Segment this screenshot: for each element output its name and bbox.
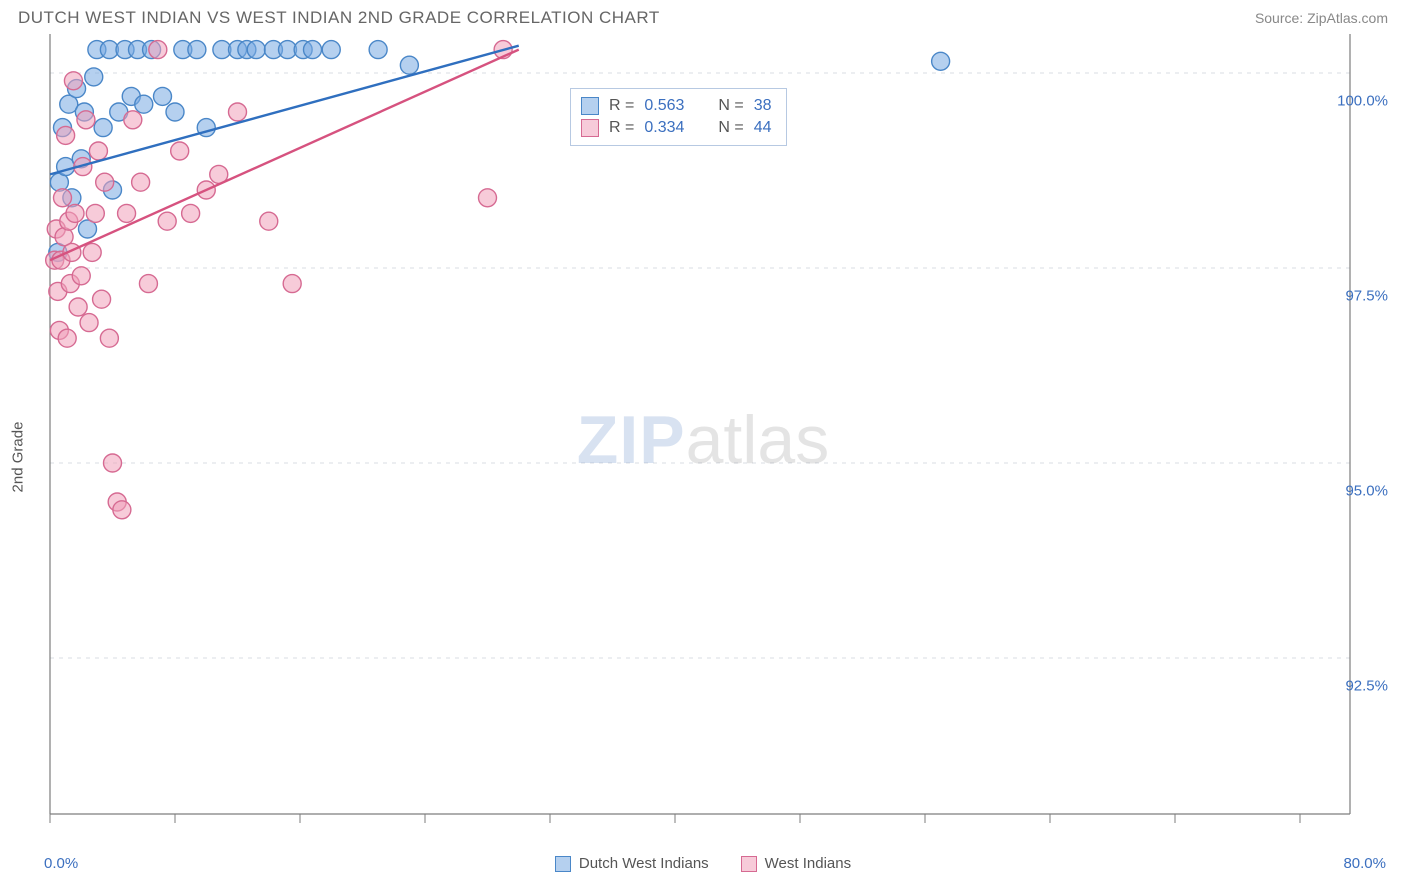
legend-item-west: West Indians <box>741 855 851 872</box>
dutch-point <box>94 119 112 137</box>
y-axis-label: 2nd Grade <box>10 422 27 493</box>
west-point <box>93 290 111 308</box>
dutch-point <box>85 68 103 86</box>
west-point <box>149 41 167 59</box>
legend-item-dutch: Dutch West Indians <box>555 855 709 872</box>
west-point <box>57 126 75 144</box>
west-point <box>104 454 122 472</box>
dutch-point <box>154 87 172 105</box>
correlation-box: R = 0.563N = 38R = 0.334N = 44 <box>570 88 787 146</box>
y-tick-label: 100.0% <box>1337 93 1388 110</box>
west-point <box>118 204 136 222</box>
west-point <box>158 212 176 230</box>
chart-area: 2nd Grade 100.0%97.5%95.0%92.5% ZIPatlas… <box>0 34 1406 880</box>
west-point <box>66 204 84 222</box>
west-point <box>283 275 301 293</box>
west-point <box>229 103 247 121</box>
scatter-chart-svg <box>0 34 1406 844</box>
west-point <box>139 275 157 293</box>
x-axis-max-label: 80.0% <box>1343 855 1386 872</box>
dutch-legend-label: Dutch West Indians <box>579 855 709 872</box>
dutch-swatch <box>581 97 599 115</box>
west-point <box>89 142 107 160</box>
west-point <box>80 314 98 332</box>
legend-bottom: 0.0% Dutch West Indians West Indians 80.0… <box>0 855 1406 872</box>
west-point <box>113 501 131 519</box>
west-point <box>69 298 87 316</box>
west-point <box>64 72 82 90</box>
chart-header: DUTCH WEST INDIAN VS WEST INDIAN 2ND GRA… <box>0 0 1406 34</box>
west-legend-label: West Indians <box>765 855 851 872</box>
dutch-point <box>166 103 184 121</box>
west-point <box>260 212 278 230</box>
west-point <box>54 189 72 207</box>
chart-source: Source: ZipAtlas.com <box>1255 10 1388 26</box>
west-point <box>100 329 118 347</box>
dutch-point <box>369 41 387 59</box>
west-point <box>77 111 95 129</box>
dutch-point <box>188 41 206 59</box>
west-point <box>96 173 114 191</box>
west-point <box>83 243 101 261</box>
y-tick-label: 97.5% <box>1345 288 1388 305</box>
dutch-point <box>247 41 265 59</box>
west-point <box>182 204 200 222</box>
dutch-point <box>135 95 153 113</box>
dutch-point <box>322 41 340 59</box>
x-axis-min-label: 0.0% <box>44 855 78 872</box>
west-swatch <box>581 119 599 137</box>
west-point <box>132 173 150 191</box>
west-point <box>479 189 497 207</box>
west-point <box>86 204 104 222</box>
west-point <box>72 267 90 285</box>
corr-row-dutch: R = 0.563N = 38 <box>581 95 772 117</box>
corr-row-west: R = 0.334N = 44 <box>581 117 772 139</box>
west-point <box>124 111 142 129</box>
dutch-legend-swatch <box>555 856 571 872</box>
y-tick-label: 92.5% <box>1345 678 1388 695</box>
dutch-point <box>304 41 322 59</box>
y-tick-label: 95.0% <box>1345 483 1388 500</box>
west-point <box>171 142 189 160</box>
chart-title: DUTCH WEST INDIAN VS WEST INDIAN 2ND GRA… <box>18 8 660 28</box>
west-legend-swatch <box>741 856 757 872</box>
dutch-point <box>400 56 418 74</box>
west-point <box>58 329 76 347</box>
dutch-point <box>932 52 950 70</box>
